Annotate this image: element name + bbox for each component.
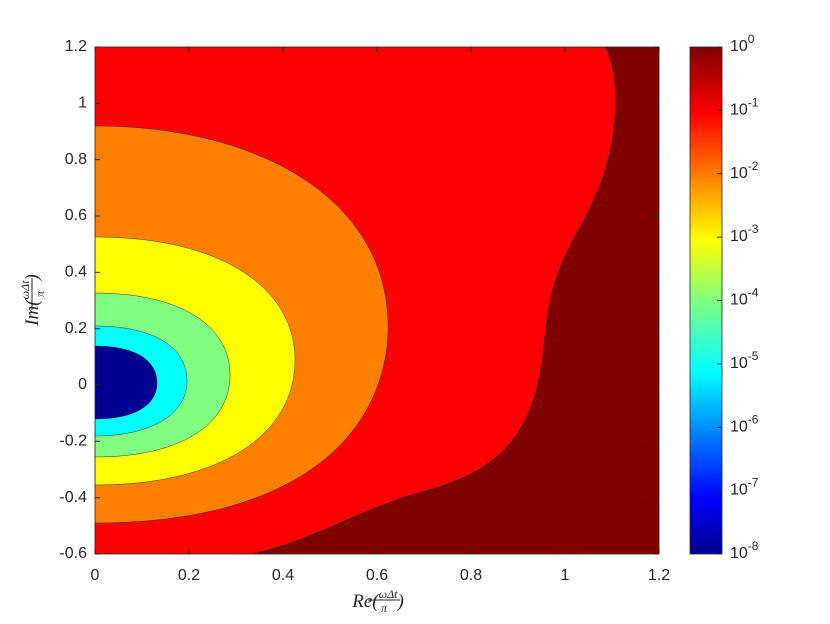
y-tick-label: 0.2 xyxy=(65,320,87,337)
colorbar-tick-base: 10 xyxy=(730,292,748,309)
colorbar-tick-base: 10 xyxy=(730,165,748,182)
y-tick-label: -0.6 xyxy=(59,545,87,562)
colorbar-tick-exponent: -2 xyxy=(748,159,759,173)
x-tick-label: 1 xyxy=(561,567,570,584)
colorbar-tick-label: 10-1 xyxy=(730,96,759,119)
contour-fill xyxy=(95,47,659,554)
colorbar-tick-base: 10 xyxy=(730,228,748,245)
colorbar-tick-base: 10 xyxy=(730,38,748,55)
x-tick-label: 0 xyxy=(91,567,100,584)
colorbar-tick-exponent: 0 xyxy=(748,32,755,46)
x-tick-label: 0.6 xyxy=(366,567,388,584)
y-tick-label: -0.2 xyxy=(59,433,87,450)
colorbar-tick-exponent: -5 xyxy=(748,349,759,363)
colorbar-tick-exponent: -8 xyxy=(748,539,759,553)
colorbar-tick-base: 10 xyxy=(730,545,748,562)
colorbar-tick-label: 10-6 xyxy=(730,412,759,435)
colorbar-tick-label: 10-3 xyxy=(730,222,759,245)
colorbar xyxy=(689,46,723,555)
colorbar-tick-label: 100 xyxy=(730,32,755,55)
y-tick-label: 1 xyxy=(78,95,87,112)
colorbar-tick-label: 10-8 xyxy=(730,539,759,562)
x-tick-label: 1.2 xyxy=(648,567,670,584)
region-dark-red xyxy=(249,47,659,554)
colorbar-tick-base: 10 xyxy=(730,482,748,499)
colorbar-tick-label: 10-7 xyxy=(730,476,759,499)
colorbar-tick-label: 10-2 xyxy=(730,159,759,182)
y-tick-label: 0 xyxy=(78,376,87,393)
y-tick-label: 0.4 xyxy=(65,264,87,281)
colorbar-tick-exponent: -1 xyxy=(748,96,759,110)
y-axis-label-denominator: π xyxy=(33,290,47,297)
colorbar-tick-exponent: -3 xyxy=(748,222,759,236)
y-tick-label: -0.4 xyxy=(59,489,87,506)
y-tick-label: 0.6 xyxy=(65,207,87,224)
colorbar-tick-exponent: -4 xyxy=(748,286,759,300)
x-tick-label: 0.8 xyxy=(460,567,482,584)
colorbar-tick-label: 10-4 xyxy=(730,286,759,309)
colorbar-tick-base: 10 xyxy=(730,355,748,372)
y-axis-label: Im(ωΔt) xyxy=(18,274,44,327)
colorbar-tick-label: 10-5 xyxy=(730,349,759,372)
colorbar-tick-base: 10 xyxy=(730,418,748,435)
x-axis-label-denominator: π xyxy=(381,601,388,615)
x-axis-label: Re(ωΔt) xyxy=(351,587,404,613)
colorbar-tick-base: 10 xyxy=(730,102,748,119)
y-tick-label: 1.2 xyxy=(65,38,87,55)
colorbar-tick-exponent: -6 xyxy=(748,412,759,426)
x-tick-label: 0.2 xyxy=(178,567,200,584)
region-navy xyxy=(95,345,158,420)
colorbar-tick-exponent: -7 xyxy=(748,476,759,490)
x-tick-label: 0.4 xyxy=(272,567,294,584)
y-tick-label: 0.8 xyxy=(65,151,87,168)
